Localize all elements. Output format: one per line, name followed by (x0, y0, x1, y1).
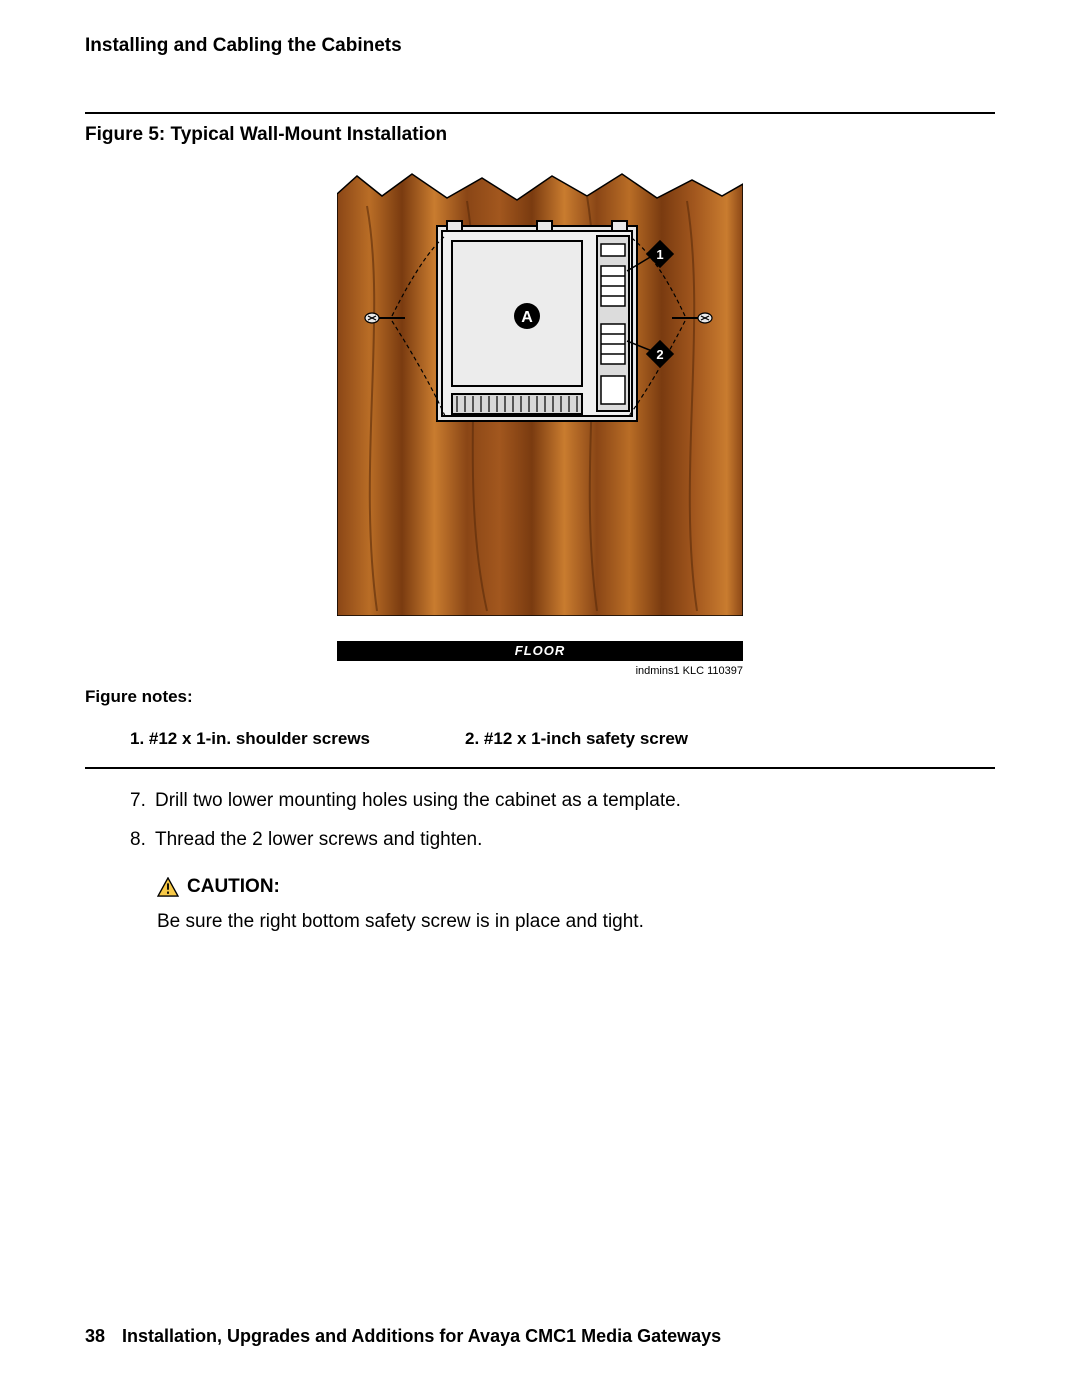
figure-notes-row: 1. #12 x 1-in. shoulder screws 2. #12 x … (130, 729, 995, 749)
warning-icon (157, 877, 179, 897)
step-text: Thread the 2 lower screws and tighten. (155, 828, 482, 853)
caution-text: Be sure the right bottom safety screw is… (157, 910, 995, 935)
step-7: 7. Drill two lower mounting holes using … (130, 789, 995, 814)
wall-mount-diagram: A 1 2 (337, 166, 743, 616)
step-number: 8. (130, 828, 155, 853)
figure-rule-bottom (85, 767, 995, 769)
figure-rule-top (85, 112, 995, 114)
svg-text:2: 2 (656, 347, 663, 362)
figure-area: A 1 2 FLOOR indmins1 KLC 110397 (85, 166, 995, 677)
figure-title: Figure 5: Typical Wall-Mount Installatio… (85, 124, 995, 146)
figure-credit: indmins1 KLC 110397 (337, 665, 743, 677)
caution-heading: CAUTION: (157, 876, 995, 898)
step-8: 8. Thread the 2 lower screws and tighten… (130, 828, 995, 853)
figure-notes-label: Figure notes: (85, 687, 995, 707)
caution-block: CAUTION: Be sure the right bottom safety… (157, 876, 995, 935)
steps-list: 7. Drill two lower mounting holes using … (130, 789, 995, 852)
callout-a: A (514, 303, 540, 329)
floor-label: FLOOR (337, 641, 743, 661)
svg-text:A: A (521, 309, 533, 326)
page-header: Installing and Cabling the Cabinets (85, 35, 995, 57)
figure-note-2: 2. #12 x 1-inch safety screw (465, 729, 688, 749)
page-number: 38 (85, 1326, 105, 1346)
caution-label: CAUTION: (187, 876, 280, 898)
step-number: 7. (130, 789, 155, 814)
step-text: Drill two lower mounting holes using the… (155, 789, 681, 814)
svg-text:1: 1 (656, 247, 663, 262)
figure-note-1: 1. #12 x 1-in. shoulder screws (130, 729, 370, 749)
page-footer: 38 Installation, Upgrades and Additions … (85, 1326, 721, 1347)
footer-title: Installation, Upgrades and Additions for… (122, 1326, 721, 1346)
